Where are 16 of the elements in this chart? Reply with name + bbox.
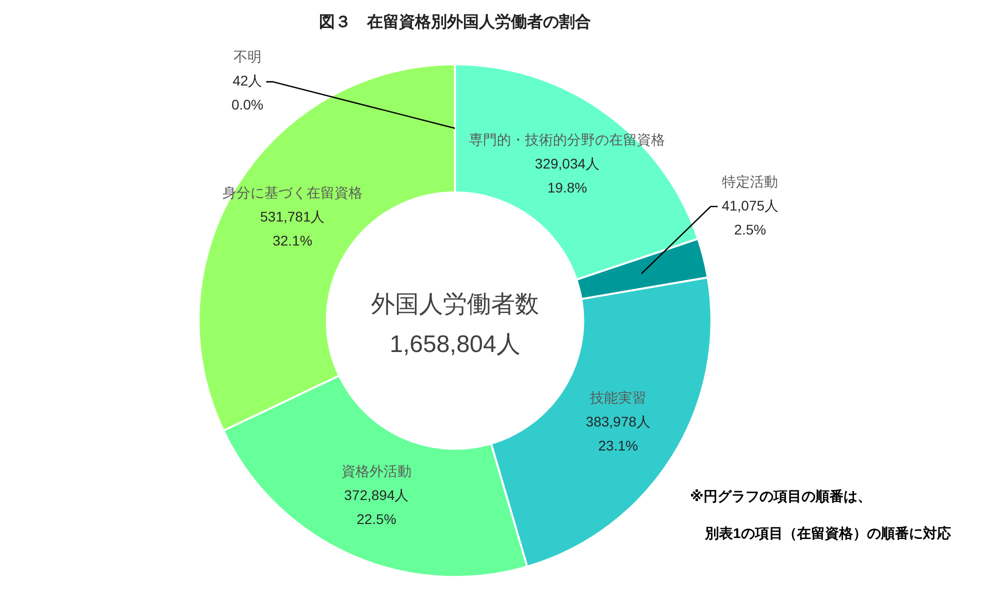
- slice-label: 技能実習: [589, 389, 646, 406]
- text: 1,658,804人: [390, 331, 520, 358]
- data-label: 41,075人 2.5%: [722, 197, 779, 238]
- data-label: 383,978人 23.1%: [586, 413, 650, 454]
- slice-label: 資格外活動: [341, 462, 412, 479]
- slice-label: 専門的・技術的分野の在留資格: [469, 131, 666, 148]
- data-label: 372,894人 22.5%: [344, 486, 409, 527]
- chart-title: 図３ 在留資格別外国人労働者の割合: [319, 13, 591, 32]
- text: 別表1の項目（在留資格）の順番に対応: [704, 524, 951, 541]
- data-label: 329,034人 19.8%: [534, 155, 600, 196]
- slice-label: 不明: [233, 48, 262, 65]
- slice-label: 特定活動: [722, 173, 778, 190]
- data-label: 42人 0.0%: [231, 72, 264, 113]
- data-label: 531,781人 32.1%: [260, 208, 325, 249]
- text: ※円グラフの項目の順番は、: [690, 488, 872, 504]
- text: 外国人労働者数: [371, 291, 539, 318]
